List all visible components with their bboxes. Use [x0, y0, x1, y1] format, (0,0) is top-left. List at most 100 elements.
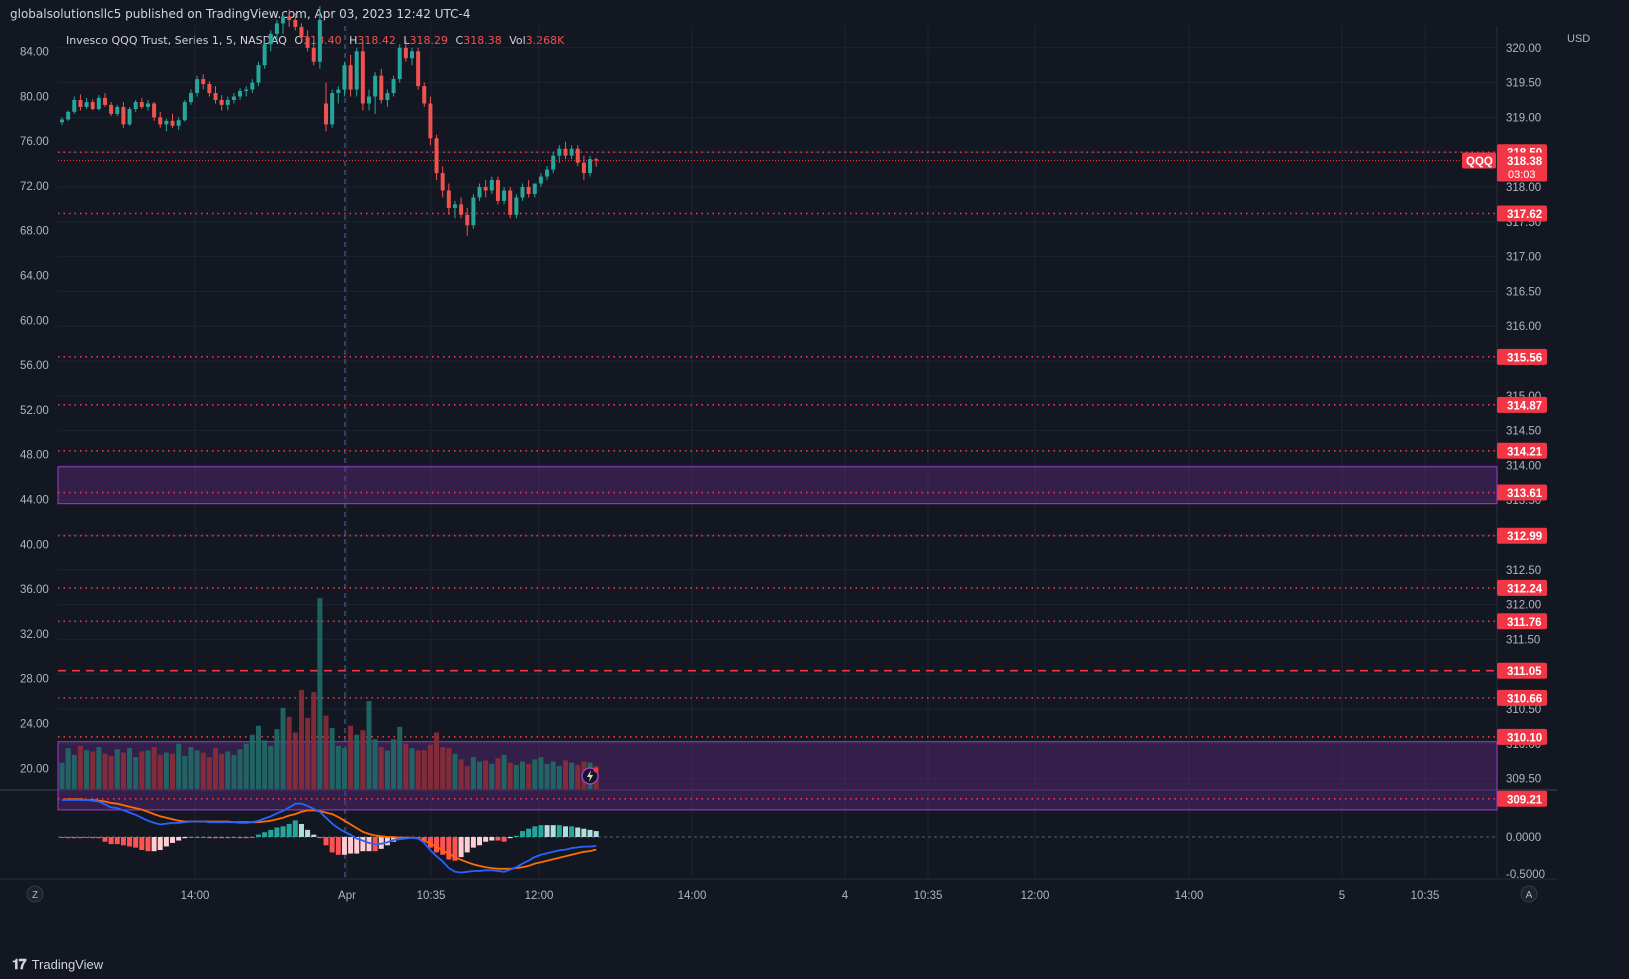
close-value: 318.38 — [463, 34, 502, 47]
macd-histogram-bar — [446, 837, 452, 860]
volume-axis-tick: 68.00 — [20, 226, 49, 238]
candle-body — [305, 37, 310, 48]
candle-body — [422, 86, 427, 104]
macd-histogram-bar — [139, 837, 145, 851]
macd-histogram-bar — [151, 837, 157, 852]
macd-histogram-bar — [219, 837, 225, 839]
volume-bar — [286, 716, 292, 789]
candle-body — [354, 51, 359, 90]
macd-histogram-bar — [292, 820, 298, 837]
volume-bar — [520, 761, 525, 789]
volume-bar — [532, 759, 538, 789]
tradingview-logo-icon: 𝟏𝟕 — [12, 956, 27, 972]
candle-body — [84, 102, 89, 107]
open-label: O — [294, 34, 304, 47]
notification-dot — [593, 767, 599, 773]
time-axis-tick: 12:00 — [525, 890, 554, 902]
candle-body — [581, 162, 586, 174]
candle-body — [495, 180, 500, 201]
volume-bar — [133, 757, 139, 789]
candle-body — [563, 148, 568, 156]
candle-body — [508, 190, 513, 215]
volume-bar — [71, 754, 77, 789]
volume-bar — [556, 766, 562, 789]
price-level-tag-label: 312.24 — [1507, 583, 1543, 595]
macd-histogram-bar — [274, 827, 280, 837]
volume-bar — [477, 761, 483, 789]
z-button[interactable] — [26, 885, 44, 903]
candle-body — [373, 75, 378, 97]
volume-axis-tick: 40.00 — [20, 539, 49, 551]
candle-body — [96, 97, 101, 110]
volume-bar — [464, 766, 470, 789]
candle-body — [66, 111, 71, 120]
volume-bar — [384, 750, 390, 789]
currency-label[interactable]: USD — [1567, 33, 1591, 45]
macd-histogram-bar — [538, 825, 544, 837]
volume-axis-tick: 48.00 — [20, 450, 49, 462]
signal-line — [61, 798, 597, 870]
price-axis-tick: 310.50 — [1506, 704, 1541, 716]
volume-bar — [434, 732, 440, 789]
macd-histogram-bar — [329, 837, 335, 853]
volume-bar — [341, 748, 347, 789]
candle-body — [483, 187, 488, 191]
macd-histogram-bar — [157, 837, 163, 851]
candle-body — [268, 33, 273, 45]
macd-histogram-bar — [477, 837, 483, 846]
symbol-tag — [1462, 152, 1496, 169]
volume-bar — [145, 750, 151, 789]
candle-body — [532, 183, 537, 194]
volume-bar — [501, 754, 507, 789]
volume-bar — [274, 729, 280, 789]
volume-bar — [562, 760, 568, 789]
price-level-tag-label: 315.56 — [1507, 352, 1542, 364]
volume-bar — [243, 743, 249, 789]
volume-bar — [249, 734, 255, 789]
price-axis-tick: 316.50 — [1506, 286, 1541, 298]
candle-body — [60, 119, 64, 123]
macd-line — [62, 799, 597, 874]
macd-histogram-bar — [249, 837, 255, 838]
macd-histogram-bar — [569, 826, 575, 837]
volume-axis-tick: 60.00 — [20, 315, 49, 327]
volume-bar — [335, 745, 341, 789]
open-value: 318.40 — [303, 34, 342, 47]
candle-body — [360, 51, 365, 104]
volume-bar — [483, 760, 489, 789]
volume-bar — [176, 743, 182, 789]
volume-bar — [219, 753, 225, 789]
macd-histogram-bar — [182, 837, 188, 839]
volume-bar — [323, 715, 329, 789]
candle-body — [336, 89, 341, 94]
volume-bar — [507, 762, 513, 789]
macd-histogram-bar — [366, 837, 372, 852]
macd-histogram-bar — [255, 834, 261, 837]
macd-histogram-bar — [440, 837, 446, 855]
auto-scale-button[interactable] — [1520, 885, 1538, 903]
price-level-tag-label: 310.10 — [1507, 732, 1542, 744]
last-price-label: 318.38 — [1507, 156, 1543, 168]
volume-bar — [569, 762, 575, 789]
price-axis-tick: 314.00 — [1506, 460, 1541, 472]
candle-body — [281, 16, 286, 24]
volume-bar — [348, 725, 354, 789]
candle-body — [158, 117, 163, 125]
price-axis-tick: 318.00 — [1506, 182, 1541, 194]
macd-histogram-bar — [360, 837, 366, 852]
macd-histogram-bar — [470, 837, 476, 848]
candle-body — [403, 47, 408, 59]
candle-body — [238, 90, 243, 97]
candle-body — [330, 93, 335, 125]
macd-histogram-bar — [415, 837, 421, 838]
macd-histogram-bar — [427, 837, 433, 848]
time-axis-tick: Apr — [338, 890, 356, 902]
candle-body — [213, 93, 218, 100]
candle-body — [225, 100, 230, 105]
volume-bar — [409, 748, 415, 789]
volume-bar — [231, 754, 237, 789]
candle-body — [342, 65, 347, 90]
volume-axis-tick: 64.00 — [20, 271, 49, 283]
symbol-name[interactable]: Invesco QQQ Trust, Series 1, 5, NASDAQ — [66, 34, 287, 47]
